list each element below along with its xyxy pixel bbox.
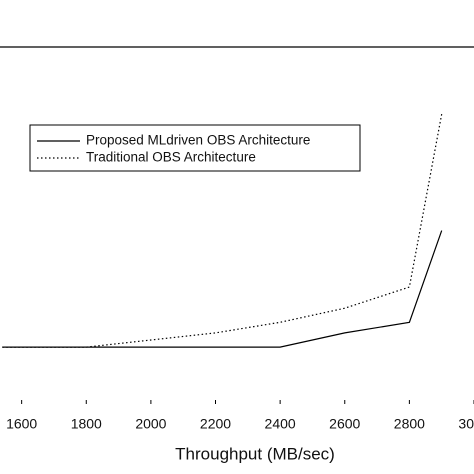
x-tick-label: 3000 xyxy=(458,416,474,432)
x-tick-label: 2000 xyxy=(135,416,166,432)
legend-box xyxy=(29,124,361,172)
legend-label: Traditional OBS Architecture xyxy=(86,150,256,165)
series-line xyxy=(2,230,443,348)
x-tick-label: 2800 xyxy=(394,416,425,432)
x-tick-label: 1800 xyxy=(71,416,102,432)
legend-label: Proposed MLdriven OBS Architecture xyxy=(86,133,310,148)
x-tick-label: 2200 xyxy=(200,416,231,432)
x-tick-label: 1600 xyxy=(6,416,37,432)
x-tick-label: 2400 xyxy=(265,416,296,432)
x-tick-label: 2600 xyxy=(329,416,360,432)
x-axis-label: Throughput (MB/sec) xyxy=(175,444,335,463)
